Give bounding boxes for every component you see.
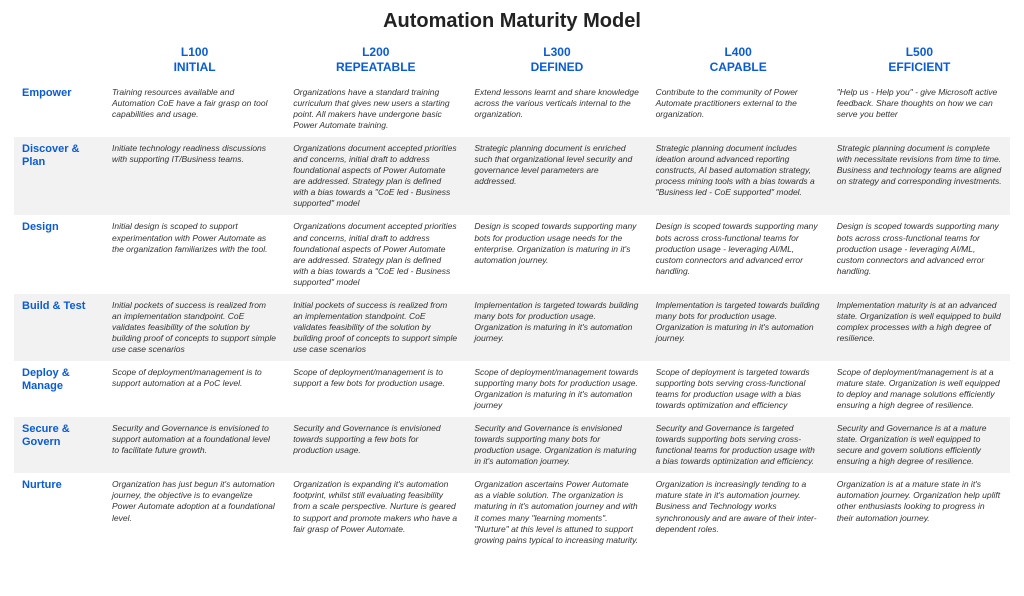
cell: Organization is expanding it's automatio… bbox=[285, 473, 466, 551]
level-name: REPEATABLE bbox=[293, 60, 458, 75]
cell: Security and Governance is envisioned to… bbox=[104, 417, 285, 473]
row-label: Design bbox=[14, 215, 104, 293]
cell: Design is scoped towards supporting many… bbox=[829, 215, 1010, 293]
cell: Organizations document accepted prioriti… bbox=[285, 137, 466, 215]
cell: Scope of deployment/management is to sup… bbox=[104, 361, 285, 417]
row-design: Design Initial design is scoped to suppo… bbox=[14, 215, 1010, 293]
cell: Security and Governance is envisioned to… bbox=[285, 417, 466, 473]
cell: Implementation is targeted towards build… bbox=[466, 294, 647, 361]
level-code: L100 bbox=[112, 45, 277, 60]
row-deploy-manage: Deploy & Manage Scope of deployment/mana… bbox=[14, 361, 1010, 417]
row-label: Nurture bbox=[14, 473, 104, 551]
level-name: CAPABLE bbox=[656, 60, 821, 75]
cell: Strategic planning document includes ide… bbox=[648, 137, 829, 215]
cell: Extend lessons learnt and share knowledg… bbox=[466, 81, 647, 137]
cell: Strategic planning document is enriched … bbox=[466, 137, 647, 215]
row-label: Build & Test bbox=[14, 294, 104, 361]
header-empty bbox=[14, 39, 104, 81]
row-label: Deploy & Manage bbox=[14, 361, 104, 417]
cell: Security and Governance is at a mature s… bbox=[829, 417, 1010, 473]
cell: Security and Governance is targeted towa… bbox=[648, 417, 829, 473]
row-empower: Empower Training resources available and… bbox=[14, 81, 1010, 137]
cell: Initial pockets of success is realized f… bbox=[285, 294, 466, 361]
row-label: Discover & Plan bbox=[14, 137, 104, 215]
cell: Design is scoped towards supporting many… bbox=[648, 215, 829, 293]
level-name: INITIAL bbox=[112, 60, 277, 75]
cell: Initiate technology readiness discussion… bbox=[104, 137, 285, 215]
cell: Security and Governance is envisioned to… bbox=[466, 417, 647, 473]
cell: Training resources available and Automat… bbox=[104, 81, 285, 137]
level-name: DEFINED bbox=[474, 60, 639, 75]
cell: Design is scoped towards supporting many… bbox=[466, 215, 647, 293]
row-label: Empower bbox=[14, 81, 104, 137]
cell: Strategic planning document is complete … bbox=[829, 137, 1010, 215]
maturity-matrix: L100 INITIAL L200 REPEATABLE L300 DEFINE… bbox=[14, 39, 1010, 552]
level-code: L300 bbox=[474, 45, 639, 60]
cell: Contribute to the community of Power Aut… bbox=[648, 81, 829, 137]
level-code: L200 bbox=[293, 45, 458, 60]
cell: Implementation maturity is at an advance… bbox=[829, 294, 1010, 361]
cell: "Help us - Help you" - give Microsoft ac… bbox=[829, 81, 1010, 137]
column-header-l100: L100 INITIAL bbox=[104, 39, 285, 81]
row-secure-govern: Secure & Govern Security and Governance … bbox=[14, 417, 1010, 473]
cell: Organization is increasingly tending to … bbox=[648, 473, 829, 551]
column-header-l500: L500 EFFICIENT bbox=[829, 39, 1010, 81]
cell: Organizations document accepted prioriti… bbox=[285, 215, 466, 293]
row-discover-plan: Discover & Plan Initiate technology read… bbox=[14, 137, 1010, 215]
cell: Scope of deployment/management towards s… bbox=[466, 361, 647, 417]
row-label: Secure & Govern bbox=[14, 417, 104, 473]
cell: Initial design is scoped to support expe… bbox=[104, 215, 285, 293]
cell: Scope of deployment is targeted towards … bbox=[648, 361, 829, 417]
matrix-body: Empower Training resources available and… bbox=[14, 81, 1010, 552]
maturity-model-page: Automation Maturity Model L100 INITIAL L… bbox=[0, 0, 1024, 570]
row-build-test: Build & Test Initial pockets of success … bbox=[14, 294, 1010, 361]
cell: Organization is at a mature state in it'… bbox=[829, 473, 1010, 551]
cell: Organization has just begun it's automat… bbox=[104, 473, 285, 551]
page-title: Automation Maturity Model bbox=[14, 10, 1010, 33]
cell: Organizations have a standard training c… bbox=[285, 81, 466, 137]
cell: Implementation is targeted towards build… bbox=[648, 294, 829, 361]
cell: Scope of deployment/management is to sup… bbox=[285, 361, 466, 417]
column-header-l300: L300 DEFINED bbox=[466, 39, 647, 81]
cell: Scope of deployment/management is at a m… bbox=[829, 361, 1010, 417]
cell: Initial pockets of success is realized f… bbox=[104, 294, 285, 361]
column-header-l200: L200 REPEATABLE bbox=[285, 39, 466, 81]
cell: Organization ascertains Power Automate a… bbox=[466, 473, 647, 551]
column-header-l400: L400 CAPABLE bbox=[648, 39, 829, 81]
level-code: L400 bbox=[656, 45, 821, 60]
level-name: EFFICIENT bbox=[837, 60, 1002, 75]
matrix-header-row: L100 INITIAL L200 REPEATABLE L300 DEFINE… bbox=[14, 39, 1010, 81]
level-code: L500 bbox=[837, 45, 1002, 60]
row-nurture: Nurture Organization has just begun it's… bbox=[14, 473, 1010, 551]
